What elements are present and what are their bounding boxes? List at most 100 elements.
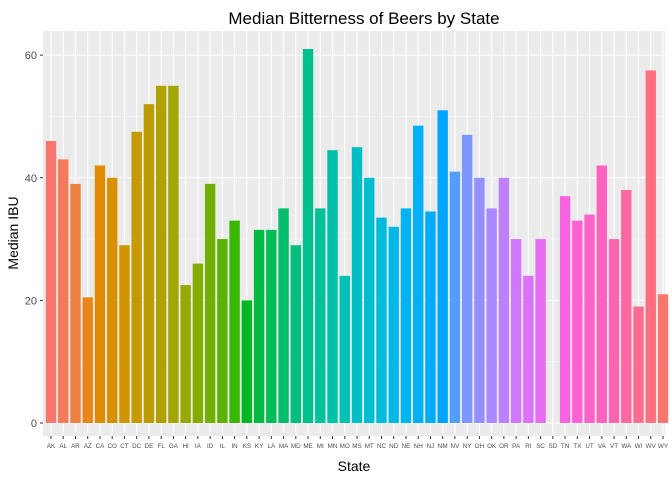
bar-ga xyxy=(168,85,179,423)
bar-ri xyxy=(523,275,534,423)
x-tick-label: WA xyxy=(621,443,632,450)
bar-mi xyxy=(315,208,326,423)
x-tick-label: RI xyxy=(525,443,532,450)
x-tick-label: OR xyxy=(499,443,509,450)
bar-sc xyxy=(535,239,546,423)
x-tick-label: NJ xyxy=(427,443,435,450)
bar-or xyxy=(498,177,510,423)
x-tick-label: IL xyxy=(220,443,226,450)
x-tick-label: AR xyxy=(71,443,80,450)
bar-in xyxy=(229,220,240,423)
x-tick-label: VA xyxy=(598,443,607,450)
x-tick-label: ME xyxy=(303,443,312,450)
bar-ok xyxy=(486,208,497,423)
bar-ia xyxy=(192,263,204,423)
x-tick-label: WI xyxy=(635,443,643,450)
bar-fl xyxy=(155,85,167,423)
bar-wi xyxy=(633,306,644,423)
bar-ma xyxy=(278,208,289,423)
x-tick-label: NM xyxy=(438,443,448,450)
x-tick-label: PA xyxy=(512,443,521,450)
x-tick-label: NC xyxy=(377,443,387,450)
bar-wa xyxy=(621,190,632,423)
bars xyxy=(45,49,669,424)
bar-nv xyxy=(449,171,461,423)
bar-vt xyxy=(608,239,620,423)
y-tick-label: 0 xyxy=(31,418,37,430)
x-tick-label: TX xyxy=(573,443,582,450)
x-tick-label: MD xyxy=(291,443,301,450)
x-tick-label: NH xyxy=(414,443,424,450)
bar-ny xyxy=(461,134,473,423)
bar-wv xyxy=(645,70,656,423)
bar-tx xyxy=(572,220,583,423)
bar-mo xyxy=(339,275,350,423)
y-axis-label: Median IBU xyxy=(5,196,21,269)
x-tick-label: FL xyxy=(157,443,165,450)
x-tick-label: SD xyxy=(548,443,557,450)
bar-dc xyxy=(131,131,142,423)
y-tick-label: 60 xyxy=(25,50,37,62)
x-tick-label: MS xyxy=(352,443,361,450)
bar-al xyxy=(58,159,69,423)
x-tick-label: HI xyxy=(182,443,189,450)
bar-mt xyxy=(364,177,375,423)
bar-nd xyxy=(388,226,399,423)
x-tick-label: SC xyxy=(536,443,545,450)
x-tick-label: CT xyxy=(120,443,129,450)
x-tick-label: DC xyxy=(132,443,142,450)
bar-ut xyxy=(584,214,595,423)
x-tick-label: OK xyxy=(487,443,497,450)
bar-la xyxy=(266,229,277,423)
bar-tn xyxy=(559,196,571,423)
x-axis: AK AL AR AZ CA CO CT DC DE FL GA HI IA ID IL IN KS KY LA MA… xyxy=(47,436,669,450)
x-tick-label: CO xyxy=(107,443,117,450)
x-tick-label: MT xyxy=(365,443,374,450)
x-tick-label: VT xyxy=(610,443,618,450)
bar-nc xyxy=(376,217,387,423)
chart-title: Median Bitterness of Beers by State xyxy=(228,9,499,28)
bar-co xyxy=(107,177,118,423)
x-tick-label: IA xyxy=(195,443,202,450)
bar-oh xyxy=(474,177,485,423)
x-tick-label: ID xyxy=(207,443,214,450)
bar-ms xyxy=(351,147,363,423)
x-tick-label: NE xyxy=(402,443,411,450)
x-tick-label: KS xyxy=(243,443,251,450)
x-tick-label: IN xyxy=(231,443,238,450)
x-tick-label: CA xyxy=(96,443,106,450)
bar-de xyxy=(143,104,155,423)
bar-ne xyxy=(400,208,412,423)
bar-ct xyxy=(119,245,130,423)
x-tick-label: OH xyxy=(475,443,485,450)
x-tick-label: ND xyxy=(389,443,399,450)
bar-ak xyxy=(45,140,57,423)
bar-ar xyxy=(70,183,81,423)
y-axis: 0 20 40 60 xyxy=(25,50,43,430)
x-tick-label: TN xyxy=(561,443,570,450)
bar-pa xyxy=(510,239,522,423)
x-tick-label: GA xyxy=(169,443,179,450)
y-tick-label: 20 xyxy=(25,295,37,307)
y-tick-label: 40 xyxy=(25,173,37,185)
x-tick-label: MI xyxy=(317,443,324,450)
bar-mn xyxy=(327,150,338,423)
x-tick-label: AZ xyxy=(84,443,92,450)
x-tick-label: NY xyxy=(463,443,473,450)
x-tick-label: WY xyxy=(658,443,669,450)
bar-ca xyxy=(94,165,106,423)
x-tick-label: DE xyxy=(145,443,154,450)
bar-va xyxy=(596,165,607,423)
bar-nj xyxy=(425,211,436,423)
x-axis-label: State xyxy=(338,458,371,474)
x-tick-label: KY xyxy=(255,443,264,450)
x-tick-label: NV xyxy=(451,443,461,450)
bar-me xyxy=(302,49,314,423)
bar-il xyxy=(217,239,228,423)
x-tick-label: MO xyxy=(340,443,350,450)
bar-nm xyxy=(437,110,448,424)
bar-hi xyxy=(180,285,191,423)
bar-az xyxy=(82,297,93,423)
x-tick-label: LA xyxy=(267,443,276,450)
